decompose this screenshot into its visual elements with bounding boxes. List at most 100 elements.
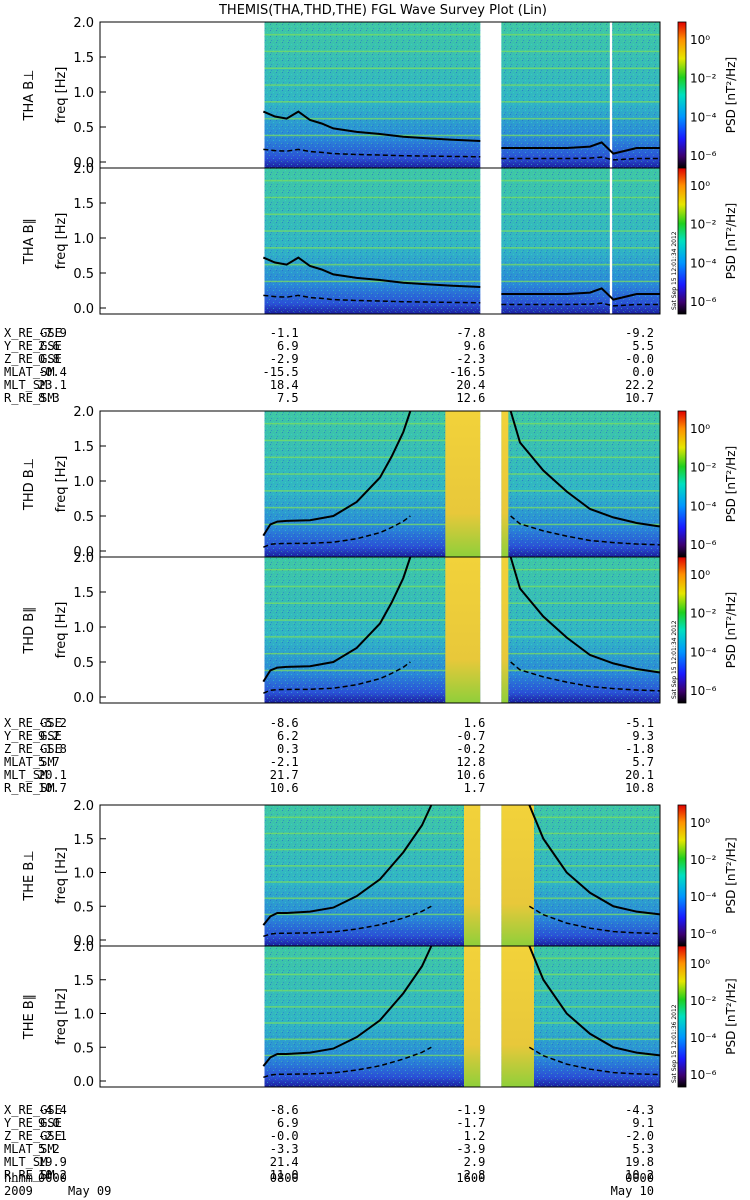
y-tick-label: 1.0 [73,475,94,490]
high-psd-band [445,411,481,557]
generation-timestamp: Sat Sep 15 12:01:34 2012 [671,620,678,699]
plot-frame [99,945,661,1088]
high-psd-band [501,946,534,1087]
ephemeris-value: -1.8 [38,742,67,756]
colorbar [677,21,687,169]
ephemeris-value: -2.0 [625,1129,654,1143]
half-gyro-dashed-line [501,302,660,307]
freq-axis-label: freq [Hz] [54,602,69,659]
ephemeris-row-label: Y_RE_GSE [4,729,62,743]
ephemeris-value: 21.4 [270,1155,299,1169]
colorbar-tick-label: 10⁻⁶ [690,684,717,698]
y-tick-label: 2.0 [73,940,94,955]
y-tick-label: 2.0 [73,551,94,566]
y-tick-label: 1.5 [73,974,94,989]
y-tick-label: 0.5 [73,267,94,282]
colorbar-label: PSD [nT²/Hz] [724,837,738,913]
harmonic-stripe [264,84,660,86]
ephemeris-value: 19.9 [38,1155,67,1169]
colorbar [677,945,687,1088]
gyrofrequency-line [528,945,661,1057]
freq-axis-label: freq [Hz] [54,67,69,124]
ephemeris-value: -16.5 [449,365,485,379]
ephemeris-value: 9.3 [632,729,654,743]
colorbar-tick-label: 10⁻² [690,607,717,621]
y-tick-label: 1.5 [73,440,94,455]
colorbar-label: PSD [nT²/Hz] [724,592,738,668]
y-tick-label: 1.5 [73,51,94,66]
ephemeris-value: -1.9 [456,1103,485,1117]
half-gyro-dashed-line [510,661,661,692]
ephemeris-row-label: MLT_SM [4,378,47,392]
ephemeris-value: 22.2 [625,378,654,392]
y-tick-label: 0.0 [73,934,94,949]
ephemeris-row-label: X_RE_GSE [4,716,62,730]
ephemeris-value: 9.6 [464,339,486,353]
ephemeris-value: 1.6 [464,716,486,730]
ephemeris-value: -2.1 [38,1129,67,1143]
ephemeris-value: 7.5 [277,391,299,405]
half-gyro-dashed-line [501,156,660,161]
high-psd-band [501,411,509,557]
ephemeris-value: 20.1 [625,768,654,782]
data-gap [609,22,613,168]
x-tick-label: 0000 [38,1171,67,1185]
y-tick-label: 0.5 [73,510,94,525]
half-gyro-dashed-line [263,661,411,694]
ephemeris-value: 2.6 [38,339,60,353]
colorbar-tick-label: 10⁻² [690,461,717,475]
ephemeris-value: -4.4 [38,1103,67,1117]
ephemeris-value: 2.9 [464,1155,486,1169]
gyrofrequency-line [528,804,661,916]
colorbar-tick-label: 10⁻² [690,72,717,86]
y-tick-label: 1.5 [73,833,94,848]
ephemeris-row-label: Z_RE_GSE [4,352,62,366]
ephemeris-value: -2.9 [270,352,299,366]
spectrogram-panel-tha-par: 0.0 0.5 1.0 1.5 2.0 THA B∥ freq [Hz] 10⁰ 10⁻² 10⁻… [22,162,738,317]
half-gyro-dashed-line [263,148,481,158]
y-tick-label: 1.0 [73,232,94,247]
ephemeris-value: -3.3 [270,1142,299,1156]
panel-label: THE B∥ [22,994,37,1040]
ephemeris-value: -7.9 [38,326,67,340]
colorbar-tick-label: 10⁻² [690,853,717,867]
harmonic-stripe [264,247,660,249]
ephemeris-row-label: R_RE_SM [4,1168,55,1182]
colorbar-label: PSD [nT²/Hz] [724,978,738,1054]
harmonic-stripe [264,263,660,266]
y-tick-label: 2.0 [73,16,94,31]
colorbar-tick-label: 10⁻⁶ [690,149,717,163]
ephemeris-row-label: R_RE_SM [4,781,55,795]
colorbar-tick-label: 10⁰ [690,33,710,47]
time-row-label: hhmm [4,1171,33,1185]
harmonic-stripe [264,1022,660,1024]
x-tick-label: 1600 [456,1171,485,1185]
harmonic-stripe [264,973,660,976]
data-gap [480,411,502,557]
ephemeris-value: 9.2 [38,729,60,743]
y-tick-label: 0.0 [73,156,94,171]
colorbar-tick-label: 10⁰ [690,422,710,436]
colorbar-tick-label: 10⁻⁶ [690,1068,717,1082]
spectrogram-panel-thd-par: 0.0 0.5 1.0 1.5 2.0 THD B∥ freq [Hz] 10⁰ 10⁻² 10⁻… [22,551,738,706]
colorbar-tick-label: 10⁻⁶ [690,927,717,941]
figure-title: THEMIS(THA,THD,THE) FGL Wave Survey Plot… [218,3,547,18]
y-tick-label: 0.0 [73,1075,94,1090]
colorbar-tick-label: 10⁻⁴ [690,499,717,513]
colorbar-label: PSD [nT²/Hz] [724,446,738,522]
colorbar-tick-label: 10⁰ [690,568,710,582]
ephemeris-value: 9.1 [632,1116,654,1130]
data-gap [609,168,613,314]
ephemeris-value: 12.6 [456,391,485,405]
ephemeris-value: -0.0 [270,1129,299,1143]
harmonic-stripe [264,989,660,992]
harmonic-stripe [264,230,660,232]
ephemeris-value: 0.0 [632,365,654,379]
colorbar-tick-label: 10⁻⁴ [690,110,717,124]
gyrofrequency-line [509,410,661,528]
colorbar [677,167,687,315]
ephemeris-value: 20.1 [38,768,67,782]
ephemeris-value: -5.2 [38,716,67,730]
